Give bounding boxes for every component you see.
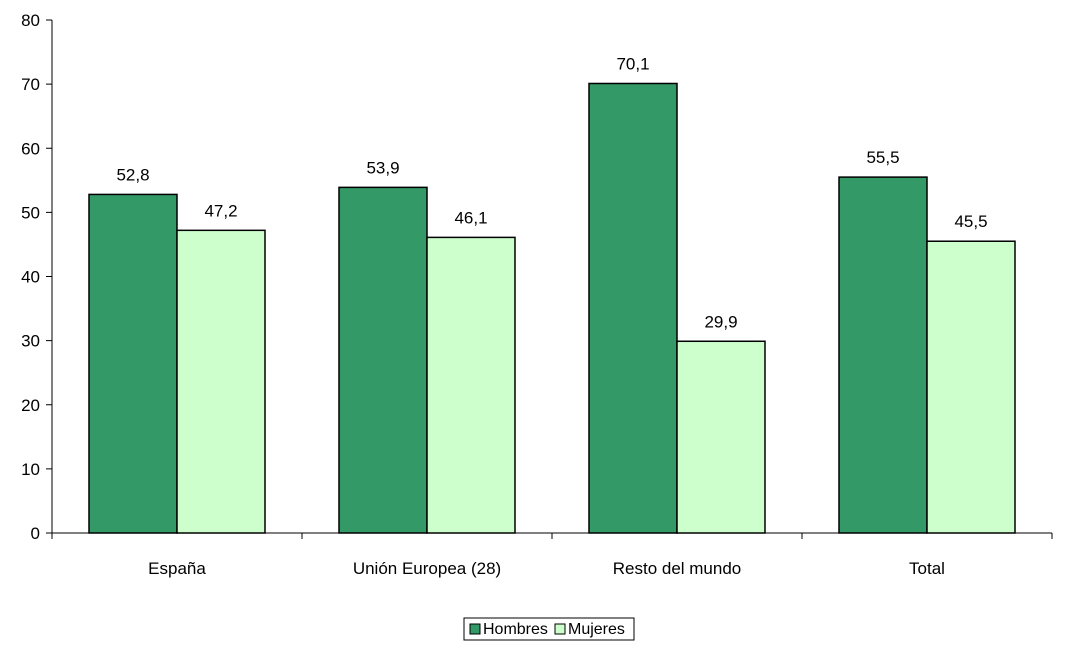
- legend: Hombres Mujeres: [463, 617, 635, 641]
- bar-hombres-1: [338, 186, 428, 534]
- bar-hombres-2: [588, 82, 678, 534]
- bar-mujeres-3: [926, 240, 1016, 534]
- x-category-label: Unión Europea (28): [353, 559, 501, 578]
- bar-mujeres-0: [176, 229, 266, 534]
- y-tick-label: 0: [31, 524, 40, 543]
- y-tick-label: 80: [21, 11, 40, 30]
- legend-swatch-mujeres: [554, 623, 566, 635]
- data-label: 53,9: [366, 158, 399, 177]
- bar-hombres-0: [88, 193, 178, 534]
- bar-hombres-3: [838, 176, 928, 534]
- data-label: 46,1: [454, 208, 487, 227]
- data-labels: 52,8 47,2 53,9 46,1 70,1 29,9 55,5 45,5: [116, 54, 987, 331]
- y-tick-label: 30: [21, 332, 40, 351]
- data-label: 47,2: [204, 201, 237, 220]
- y-tick-label: 60: [21, 139, 40, 158]
- legend-label-hombres: Hombres: [483, 621, 548, 638]
- y-tick-label: 10: [21, 460, 40, 479]
- data-label: 55,5: [866, 148, 899, 167]
- data-label: 70,1: [616, 54, 649, 73]
- legend-label-mujeres: Mujeres: [568, 621, 625, 638]
- legend-swatch-hombres: [469, 623, 481, 635]
- y-tick-label: 70: [21, 75, 40, 94]
- x-category-label: Total: [909, 559, 945, 578]
- bar-mujeres-1: [426, 236, 516, 534]
- x-category-label: Resto del mundo: [613, 559, 742, 578]
- data-label: 45,5: [954, 212, 987, 231]
- y-tick-label: 40: [21, 268, 40, 287]
- data-label: 52,8: [116, 165, 149, 184]
- axes: 0 10 20 30 40 50 60 70 80 España Unión Europea (28…: [21, 11, 1053, 578]
- bar-mujeres-2: [676, 340, 766, 534]
- bars: [88, 82, 1016, 534]
- x-category-label: España: [148, 559, 206, 578]
- legend-box: [463, 617, 635, 641]
- y-tick-label: 20: [21, 396, 40, 415]
- y-tick-label: 50: [21, 203, 40, 222]
- data-label: 29,9: [704, 312, 737, 331]
